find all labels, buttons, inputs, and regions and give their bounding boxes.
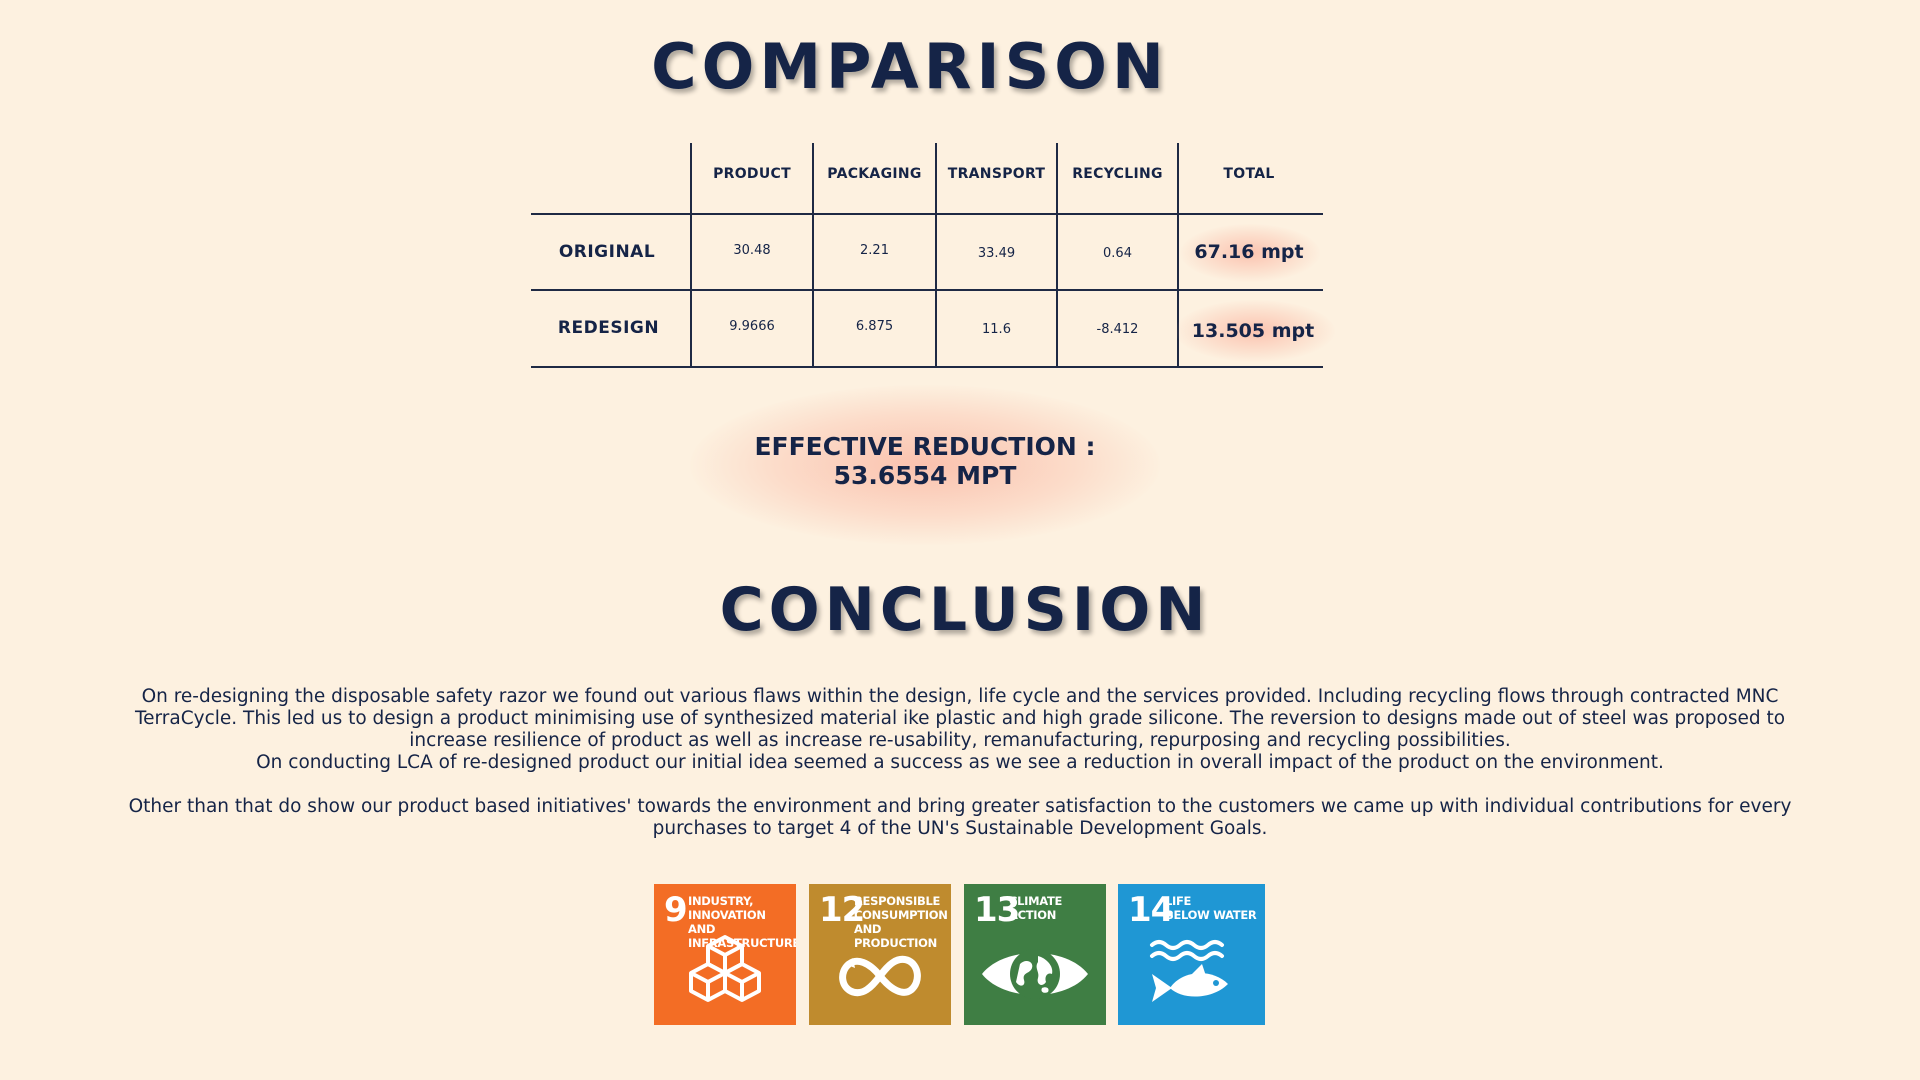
- table-cell: 30.48: [733, 242, 771, 258]
- reduction-highlight: [690, 385, 1160, 545]
- sdg-tile-12: 12 RESPONSIBLE CONSUMPTION AND PRODUCTIO…: [809, 884, 951, 1025]
- table-cell: -8.412: [1096, 321, 1139, 337]
- table-cell: 9.9666: [729, 318, 775, 334]
- reduction-value: 53.6554 MPT: [833, 461, 1017, 490]
- header-product: PRODUCT: [713, 166, 791, 182]
- sdg-number: 12: [819, 890, 865, 930]
- reduction-label: EFFECTIVE REDUCTION :: [754, 432, 1096, 461]
- paragraph-line: On re-designing the disposable safety ra…: [141, 686, 1779, 707]
- sdg-tile-14: 14 LIFE BELOW WATER: [1118, 884, 1265, 1025]
- header-transport: TRANSPORT: [947, 166, 1046, 182]
- sdg-tile-13: 13 CLIMATE ACTION: [964, 884, 1106, 1025]
- paragraph-line: purchases to target 4 of the UN's Sustai…: [652, 818, 1268, 839]
- paragraph-line: Other than that do show our product base…: [128, 796, 1792, 817]
- table-cell: 0.64: [1103, 245, 1132, 261]
- paragraph-line: On conducting LCA of re-designed product…: [256, 752, 1664, 773]
- table-cell: 11.6: [982, 321, 1011, 337]
- sdg-number: 14: [1128, 890, 1174, 930]
- paragraph-line: increase resilience of product as well a…: [409, 730, 1511, 751]
- sdg-label: CLIMATE ACTION: [1009, 894, 1063, 922]
- header-recycling: RECYCLING: [1072, 166, 1163, 182]
- sdg-label: RESPONSIBLE CONSUMPTION AND PRODUCTION: [854, 894, 948, 950]
- comparison-title: COMPARISON: [651, 30, 1169, 103]
- header-total: TOTAL: [1223, 166, 1275, 182]
- sdg-label: INDUSTRY, INNOVATION AND INFRASTRUCTURE: [688, 894, 796, 950]
- table-cell: 2.21: [860, 242, 889, 258]
- total-original: 67.16 mpt: [1194, 241, 1304, 263]
- sdg-label: LIFE BELOW WATER: [1165, 894, 1257, 922]
- total-redesign: 13.505 mpt: [1191, 320, 1315, 342]
- header-packaging: PACKAGING: [827, 166, 922, 182]
- sdg-number: 9: [664, 890, 688, 930]
- row-label-original: ORIGINAL: [558, 242, 656, 262]
- fish-icon: [1150, 940, 1228, 1002]
- table-cell: 6.875: [855, 318, 894, 334]
- sdg-tile-9: 9 INDUSTRY, INNOVATION AND INFRASTRUCTUR…: [654, 884, 796, 1025]
- effective-reduction: EFFECTIVE REDUCTION : 53.6554 MPT: [690, 432, 1160, 490]
- conclusion-title: CONCLUSION: [719, 575, 1211, 645]
- row-label-redesign: REDESIGN: [557, 318, 660, 338]
- paragraph-line: TerraCycle. This led us to design a prod…: [134, 708, 1786, 729]
- sdg-number: 13: [974, 890, 1020, 930]
- table-cell: 33.49: [977, 245, 1016, 261]
- infinity-icon: [839, 955, 921, 997]
- conclusion-text: On re-designing the disposable safety ra…: [120, 686, 1800, 840]
- cubes-icon: [689, 935, 761, 1002]
- eye-earth-icon: [982, 949, 1088, 999]
